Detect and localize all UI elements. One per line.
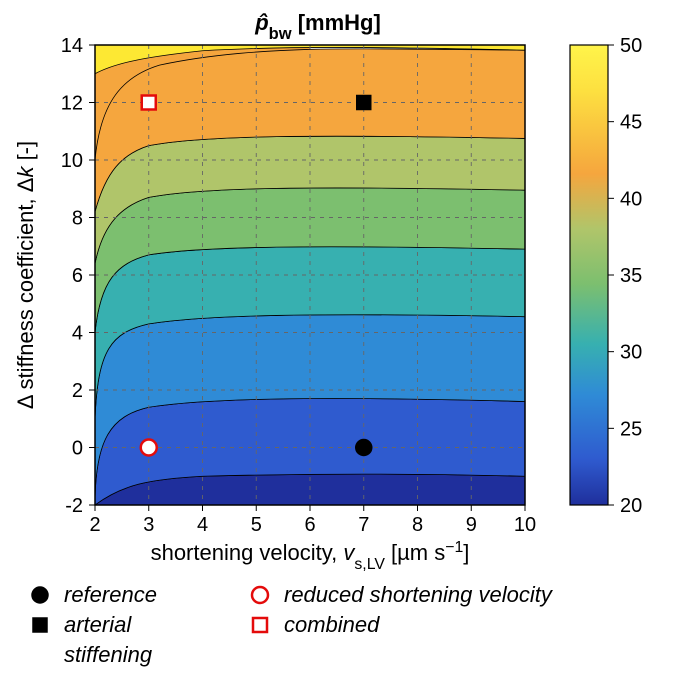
ytick-label: 8 <box>72 208 83 230</box>
figure: 2345678910-202468101214p̂bw [mmHg]shorte… <box>0 0 680 680</box>
ytick-label: 6 <box>72 265 83 287</box>
legend-marker-reduced <box>252 587 268 603</box>
marker-arterial <box>357 96 371 110</box>
colorbar-tick-label: 50 <box>620 35 642 57</box>
xtick-label: 5 <box>251 514 262 536</box>
xtick-label: 7 <box>358 514 369 536</box>
xtick-label: 8 <box>412 514 423 536</box>
ytick-label: 14 <box>61 35 83 57</box>
legend-label-reference: reference <box>64 582 157 607</box>
colorbar-tick-label: 35 <box>620 265 642 287</box>
ytick-label: 0 <box>72 438 83 460</box>
ytick-label: 12 <box>61 93 83 115</box>
colorbar-tick-label: 25 <box>620 418 642 440</box>
xtick-label: 6 <box>304 514 315 536</box>
marker-reference <box>356 440 372 456</box>
ytick-label: 2 <box>72 380 83 402</box>
chart-title: p̂bw [mmHg] <box>254 10 381 43</box>
marker-combined <box>142 96 156 110</box>
ytick-label: 10 <box>61 150 83 172</box>
legend-marker-combined <box>253 618 267 632</box>
legend-label-combined: combined <box>284 612 380 637</box>
colorbar-tick-label: 40 <box>620 188 642 210</box>
legend-label-arterial-2: stiffening <box>64 642 153 667</box>
xtick-label: 4 <box>197 514 208 536</box>
ytick-label: -2 <box>65 495 83 517</box>
colorbar <box>570 45 608 505</box>
legend-label-reduced: reduced shortening velocity <box>284 582 554 607</box>
marker-reduced <box>141 440 157 456</box>
xtick-label: 2 <box>89 514 100 536</box>
x-axis-label: shortening velocity, vs,LV [µm s−1] <box>151 539 470 573</box>
colorbar-tick-label: 30 <box>620 342 642 364</box>
legend-label-arterial: arterial <box>64 612 132 637</box>
colorbar-tick-label: 20 <box>620 495 642 517</box>
chart-svg: 2345678910-202468101214p̂bw [mmHg]shorte… <box>0 0 680 680</box>
y-axis-label: Δ stiffness coefficient, Δk [-] <box>13 141 38 409</box>
ytick-label: 4 <box>72 323 83 345</box>
colorbar-tick-label: 45 <box>620 112 642 134</box>
xtick-label: 3 <box>143 514 154 536</box>
xtick-label: 9 <box>466 514 477 536</box>
xtick-label: 10 <box>514 514 536 536</box>
legend-marker-arterial <box>33 618 47 632</box>
legend-marker-reference <box>32 587 48 603</box>
